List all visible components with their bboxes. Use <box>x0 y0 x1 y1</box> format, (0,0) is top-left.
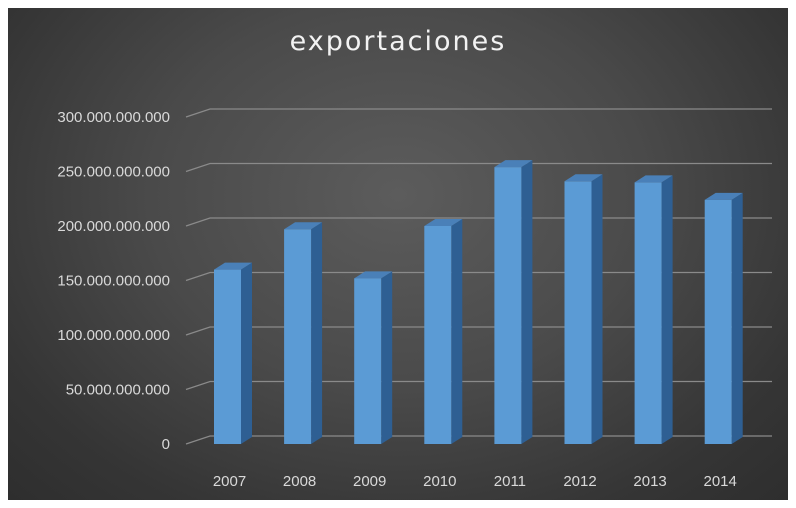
y-tick-label: 0 <box>162 436 170 453</box>
bar-side <box>241 262 252 444</box>
gridline <box>185 162 772 173</box>
gridline <box>185 217 772 227</box>
chart-frame: exportaciones 0 50.000.000.000 100.000.000… <box>8 8 788 500</box>
x-tick-label: 2007 <box>213 473 246 490</box>
bar-top <box>494 160 533 168</box>
x-tick-label: 2008 <box>283 473 316 490</box>
x-tick-label: 2009 <box>353 473 386 490</box>
bar <box>494 167 522 444</box>
bar-top <box>564 174 603 182</box>
bar <box>634 182 662 444</box>
bar-side <box>521 160 533 444</box>
bar-side <box>451 219 463 444</box>
bar <box>564 181 592 444</box>
bar-top <box>354 271 393 279</box>
gridline <box>185 326 772 336</box>
bar <box>424 226 452 444</box>
y-tick-label: 250.000.000.000 <box>57 164 170 181</box>
bar-side <box>591 174 603 444</box>
bar-top <box>214 262 252 270</box>
bar <box>284 229 312 444</box>
bar-top <box>634 175 673 183</box>
bar-side <box>661 175 673 444</box>
y-tick-label: 300.000.000.000 <box>57 109 170 126</box>
bar-side <box>381 271 393 444</box>
bar-chart: 0 50.000.000.000 100.000.000.000 150.000.00… <box>57 108 772 490</box>
bar-top <box>704 192 743 200</box>
gridline <box>185 271 772 282</box>
bar <box>354 278 382 444</box>
x-tick-label: 2014 <box>704 473 737 490</box>
chart-title: exportaciones <box>289 26 507 57</box>
y-tick-label: 150.000.000.000 <box>57 273 170 290</box>
bar <box>704 199 732 444</box>
y-tick-label: 100.000.000.000 <box>57 327 170 344</box>
x-tick-label: 2013 <box>633 473 666 490</box>
bar <box>214 269 241 444</box>
gridline <box>185 435 772 445</box>
x-tick-label: 2010 <box>423 473 456 490</box>
y-tick-label: 50.000.000.000 <box>66 382 170 399</box>
x-tick-label: 2012 <box>563 473 596 490</box>
gridline <box>185 380 772 391</box>
bar-top <box>424 219 463 226</box>
x-tick-label: 2011 <box>494 473 526 490</box>
gridline <box>185 108 772 118</box>
bar-side <box>731 192 743 444</box>
y-tick-label: 200.000.000.000 <box>57 218 170 235</box>
bar-side <box>311 222 323 444</box>
bar-top <box>284 222 323 230</box>
